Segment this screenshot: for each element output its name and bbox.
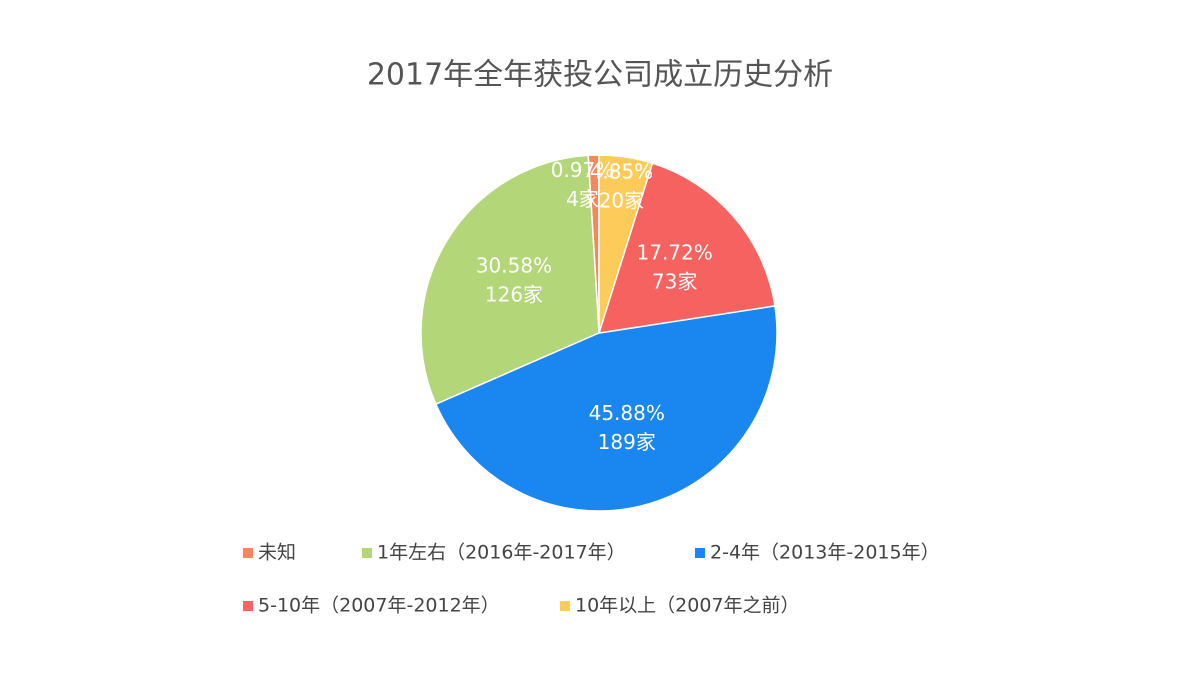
count-label: 126家 <box>485 282 543 306</box>
count-label: 189家 <box>598 430 656 454</box>
legend-marker <box>362 548 372 558</box>
value-label: 4.85% <box>590 159 654 183</box>
value-label: 30.58% <box>476 253 552 277</box>
pie-slice <box>598 154 654 334</box>
pie-slice <box>434 305 778 512</box>
value-label: 0.97% <box>551 158 615 182</box>
count-label: 73家 <box>652 270 697 294</box>
legend-label: 2-4年（2013年-2015年） <box>710 542 940 564</box>
legend-marker <box>695 548 705 558</box>
legend-marker <box>243 601 253 611</box>
value-label: 45.88% <box>589 401 665 425</box>
legend-label: 5-10年（2007年-2012年） <box>258 595 500 617</box>
legend-label: 10年以上（2007年之前） <box>575 595 800 617</box>
count-label: 20家 <box>599 188 644 212</box>
chart-title: 2017年全年获投公司成立历史分析 <box>367 58 833 93</box>
legend-label: 未知 <box>258 542 296 564</box>
legend-marker <box>560 601 570 611</box>
pie-slice <box>597 162 776 334</box>
legend-label: 1年左右（2016年-2017年） <box>377 542 626 564</box>
legend-marker <box>243 548 253 558</box>
count-label: 4家 <box>566 187 599 211</box>
pie-slice <box>420 154 600 406</box>
value-label: 17.72% <box>637 241 713 265</box>
